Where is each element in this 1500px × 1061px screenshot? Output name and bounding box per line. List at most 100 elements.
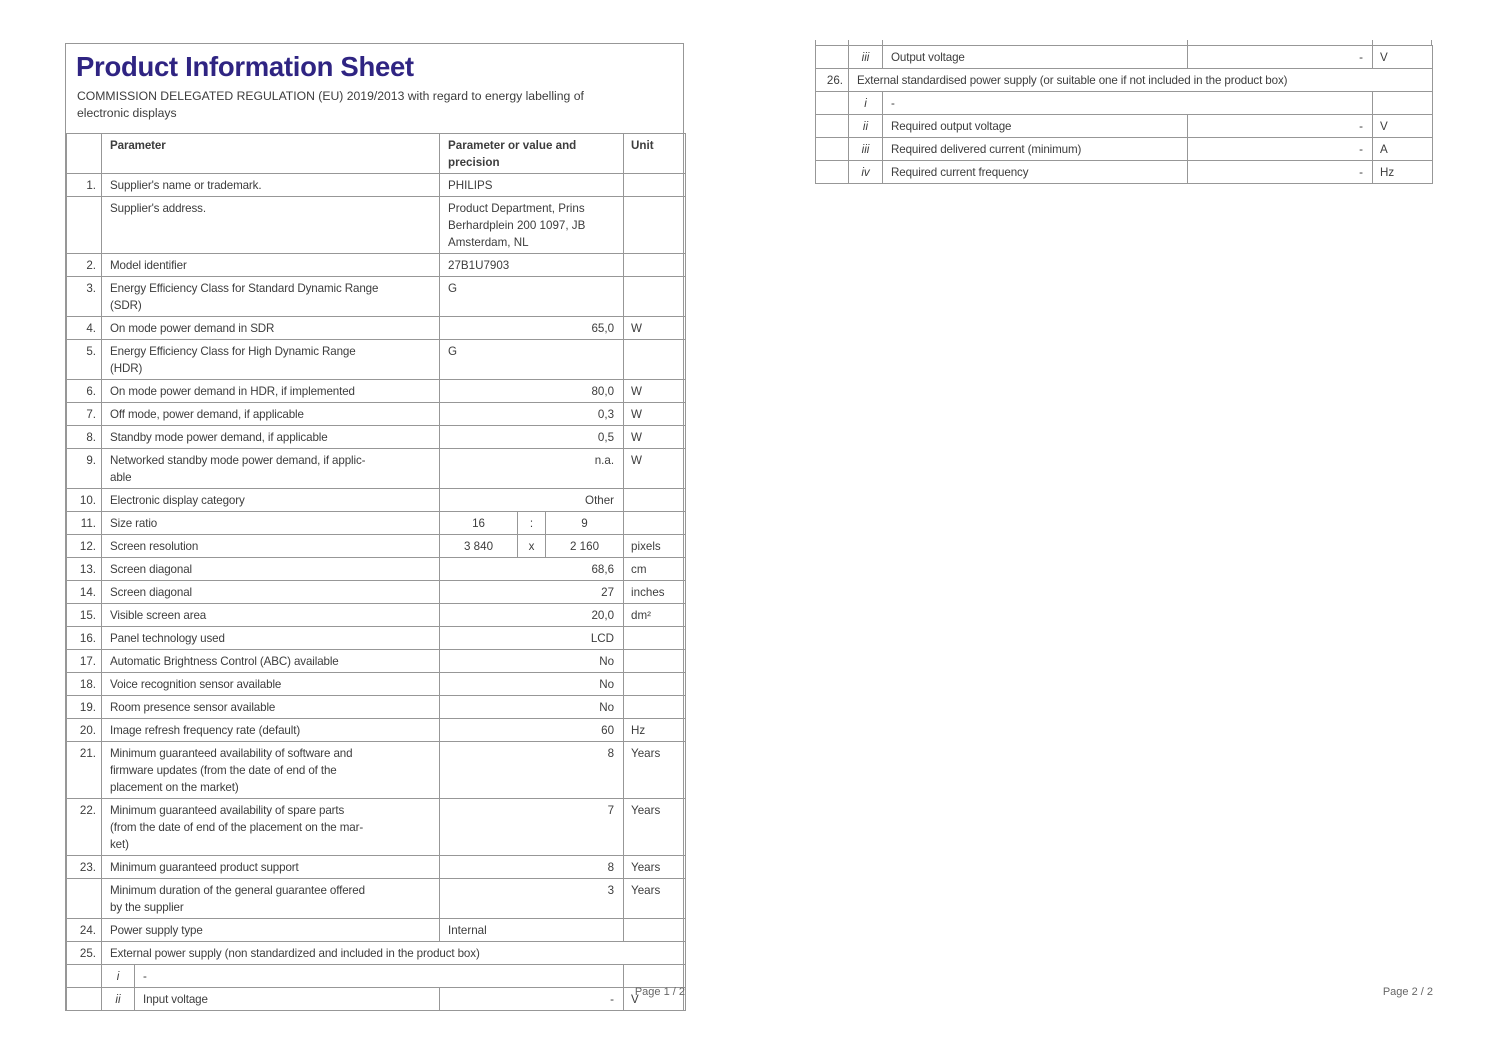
sub-number-cell: iii	[848, 137, 883, 161]
unit-cell: W	[623, 379, 687, 403]
unit-cell: W	[623, 448, 687, 489]
row-number-cell	[815, 160, 849, 184]
parameter-cell: Room presence sensor available	[100, 695, 441, 719]
value-cell: -	[1187, 114, 1373, 138]
row-number-cell: 13.	[66, 557, 102, 581]
parameter-cell: Output voltage	[882, 45, 1188, 69]
unit-cell: W	[623, 425, 687, 449]
value-right-cell: 2 160	[545, 534, 625, 558]
table-row: 6. On mode power demand in HDR, if implem…	[66, 379, 687, 403]
value-cell: -	[439, 987, 625, 1011]
table-row: 3. Energy Efficiency Class for Standard D…	[66, 276, 687, 317]
table-row: iv Required current frequency - Hz	[815, 160, 1433, 184]
value-cell: 0,5	[439, 425, 625, 449]
table-row: 14. Screen diagonal 27 inches	[66, 580, 687, 604]
table-row: i-	[815, 91, 1433, 115]
value-cell: 7	[439, 798, 625, 856]
unit-cell: pixels	[623, 534, 687, 558]
table-row: 12. Screen resolution 3 840 x 2 160 pixels	[66, 534, 687, 558]
parameter-cell: Screen diagonal	[100, 557, 441, 581]
table-row: 11. Size ratio 16:9	[66, 511, 687, 535]
value-cell: No	[439, 695, 625, 719]
value-cell: Internal	[439, 918, 625, 942]
unit-cell	[623, 695, 687, 719]
section-label-cell: External power supply (non standardized …	[100, 941, 687, 965]
sub-number-cell: ii	[848, 114, 883, 138]
row-number-cell: 26.	[815, 68, 849, 92]
section-label-cell: External standardised power supply (or s…	[848, 68, 1433, 92]
value-cell: Other	[439, 488, 625, 512]
parameter-cell: Required current frequency	[882, 160, 1188, 184]
parameter-cell: Electronic display category	[100, 488, 441, 512]
unit-cell	[623, 918, 687, 942]
table-row: 15. Visible screen area 20,0 dm²	[66, 603, 687, 627]
table-continuation-stubs	[815, 40, 1432, 45]
parameter-cell: Networked standby mode power demand, if …	[100, 448, 441, 489]
parameter-cell: Off mode, power demand, if applicable	[100, 402, 441, 426]
unit-cell: Years	[623, 878, 687, 919]
unit-cell	[623, 964, 687, 988]
value-cell: No	[439, 649, 625, 673]
parameter-cell: Standby mode power demand, if applicable	[100, 425, 441, 449]
row-number-cell	[815, 91, 849, 115]
row-number-cell: 19.	[66, 695, 102, 719]
unit-cell	[623, 511, 687, 535]
value-cell: LCD	[439, 626, 625, 650]
page-1: Product Information Sheet COMMISSION DEL…	[65, 43, 687, 1011]
row-number-cell: 25.	[66, 941, 102, 965]
parameter-cell: Screen resolution	[100, 534, 441, 558]
row-number-cell: 16.	[66, 626, 102, 650]
table-row: Supplier's address. Product Department, P…	[66, 196, 687, 254]
header-parameter-cell: Parameter	[100, 133, 441, 174]
value-cell: 3	[439, 878, 625, 919]
table-row: 7. Off mode, power demand, if applicable 0…	[66, 402, 687, 426]
row-number-cell	[815, 137, 849, 161]
value-cell: PHILIPS	[439, 173, 625, 197]
parameter-cell: Required output voltage	[882, 114, 1188, 138]
unit-cell	[623, 649, 687, 673]
parameter-cell: Energy Efficiency Class for Standard Dyn…	[100, 276, 441, 317]
sub-number-cell: iii	[848, 45, 883, 69]
row-number-cell	[66, 964, 102, 988]
row-number-cell: 22.	[66, 798, 102, 856]
header-unit-cell: Unit	[623, 133, 687, 174]
unit-cell: cm	[623, 557, 687, 581]
parameter-cell: Input voltage	[133, 987, 441, 1011]
header-value-cell: Parameter or value and precision	[439, 133, 625, 174]
row-number-cell: 3.	[66, 276, 102, 317]
unit-cell: V	[1372, 45, 1433, 69]
table-row: i-	[66, 964, 687, 988]
table-row: 1. Supplier's name or trademark. PHILIPS	[66, 173, 687, 197]
row-number-cell	[66, 878, 102, 919]
table-row: 25. External power supply (non standardiz…	[66, 941, 687, 965]
unit-cell	[623, 488, 687, 512]
parameter-cell: Supplier's name or trademark.	[100, 173, 441, 197]
unit-cell	[623, 276, 687, 317]
sub-number-cell: i	[848, 91, 883, 115]
merged-value-cell: -	[882, 91, 1373, 115]
parameter-cell: Panel technology used	[100, 626, 441, 650]
row-number-cell: 12.	[66, 534, 102, 558]
row-number-cell: 5.	[66, 339, 102, 380]
unit-cell: A	[1372, 137, 1433, 161]
unit-cell	[623, 339, 687, 380]
row-number-cell: 7.	[66, 402, 102, 426]
value-cell: 20,0	[439, 603, 625, 627]
table-row: 18. Voice recognition sensor available No	[66, 672, 687, 696]
table-row: 21. Minimum guaranteed availability of so…	[66, 741, 687, 799]
page-subtitle: COMMISSION DELEGATED REGULATION (EU) 201…	[77, 89, 584, 120]
value-cell: G	[439, 339, 625, 380]
sub-number-cell: ii	[101, 987, 135, 1011]
product-info-table-page1: Parameter Parameter or value and precisi…	[66, 133, 687, 1011]
unit-cell: dm²	[623, 603, 687, 627]
sub-number-cell: i	[101, 964, 135, 988]
table-header-row: Parameter Parameter or value and precisi…	[66, 133, 687, 174]
unit-cell	[623, 253, 687, 277]
table-row: 26. External standardised power supply (o…	[815, 68, 1433, 92]
unit-cell	[623, 173, 687, 197]
table-row: iii Required delivered current (minimum) -…	[815, 137, 1433, 161]
parameter-cell: Energy Efficiency Class for High Dynamic…	[100, 339, 441, 380]
table-row: 5. Energy Efficiency Class for High Dynam…	[66, 339, 687, 380]
row-number-cell: 24.	[66, 918, 102, 942]
parameter-cell: Minimum guaranteed availability of softw…	[100, 741, 441, 799]
